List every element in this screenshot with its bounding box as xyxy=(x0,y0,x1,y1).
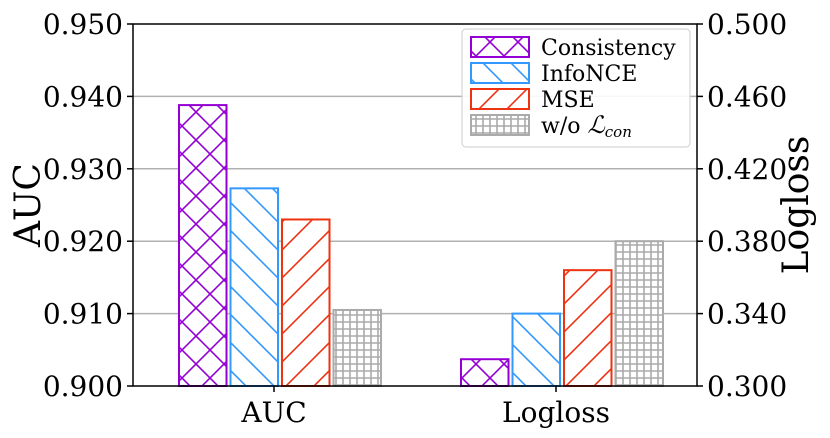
left-tick-label: 0.900 xyxy=(43,370,123,403)
bar-logloss-0 xyxy=(460,358,510,388)
legend-label: InfoNCE xyxy=(541,62,637,87)
right-axis-ticks: 0.300 0.340 0.380 0.420 0.460 0.500 xyxy=(697,8,787,403)
right-tick-label: 0.420 xyxy=(707,153,787,186)
x-tick-label: AUC xyxy=(240,396,306,429)
plot-frame xyxy=(132,23,698,387)
right-tick-label: 0.340 xyxy=(707,298,787,331)
legend-label: w/o ℒcon xyxy=(541,111,632,141)
bar-auc-1 xyxy=(229,187,279,387)
bar-logloss-1 xyxy=(511,312,561,388)
bar-logloss-2 xyxy=(563,269,613,387)
bar-auc-3 xyxy=(332,308,382,388)
x-tick-label: Logloss xyxy=(502,396,610,429)
left-axis-ticks: 0.900 0.910 0.920 0.930 0.940 0.950 xyxy=(43,8,133,403)
legend-label: MSE xyxy=(541,88,595,113)
right-tick-label: 0.300 xyxy=(707,370,787,403)
x-axis-ticks: AUC Logloss xyxy=(240,386,610,429)
right-tick-label: 0.460 xyxy=(707,80,787,113)
legend-swatch xyxy=(470,36,530,58)
bar-auc-0 xyxy=(178,104,228,387)
right-axis-title: Logloss xyxy=(776,136,817,275)
left-tick-label: 0.920 xyxy=(43,225,123,258)
left-tick-label: 0.910 xyxy=(43,298,123,331)
legend-swatch xyxy=(470,114,530,136)
left-tick-label: 0.930 xyxy=(43,153,123,186)
legend-label: Consistency xyxy=(541,36,676,61)
left-axis-title: AUC xyxy=(8,163,49,248)
right-tick-label: 0.500 xyxy=(707,8,787,41)
legend-swatch xyxy=(470,62,530,84)
bar-auc-2 xyxy=(281,218,331,387)
legend-swatch xyxy=(470,88,530,110)
left-tick-label: 0.940 xyxy=(43,80,123,113)
bar-logloss-3 xyxy=(614,240,664,387)
right-tick-label: 0.380 xyxy=(707,225,787,258)
left-tick-label: 0.950 xyxy=(43,8,123,41)
